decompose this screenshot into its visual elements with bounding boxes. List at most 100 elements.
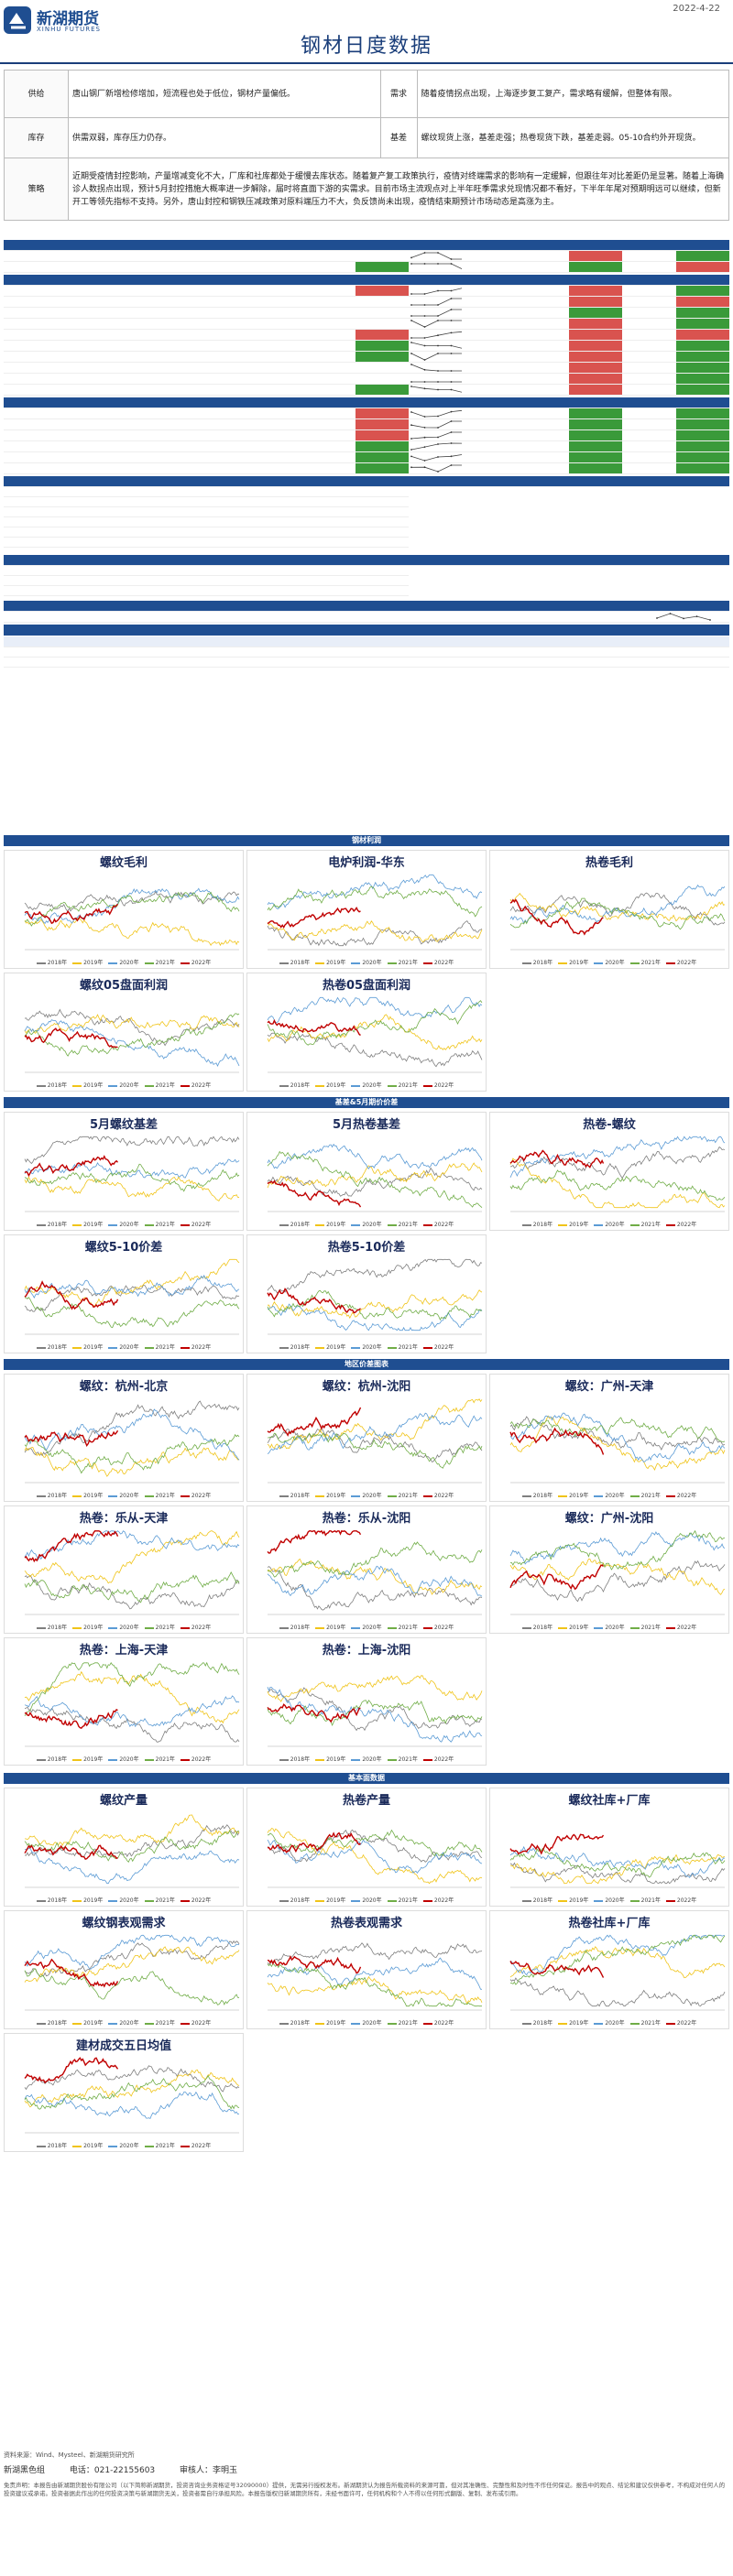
table-cell <box>194 307 248 319</box>
chart-legend: 2018年 2019年 2020年 2021年 2022年 <box>5 1896 243 1904</box>
supply-text: 唐山钢厂新增检修增加，短流程也处于低位，钢材产量偏低。 <box>68 70 381 118</box>
legend-item: 2022年 <box>180 1493 211 1499</box>
legend-item: 2021年 <box>387 1897 418 1904</box>
trend-cell <box>408 362 463 374</box>
legend-label: 2022年 <box>433 1756 454 1763</box>
legend-item: 2021年 <box>387 1756 418 1763</box>
series-line-2019 <box>509 892 726 922</box>
table-cell <box>88 657 180 668</box>
column-header <box>301 555 356 566</box>
table-cell <box>88 429 142 441</box>
legend-label: 2018年 <box>290 1222 311 1228</box>
column-header <box>462 275 516 286</box>
legend-label: 2018年 <box>47 1756 68 1763</box>
legend-label: 2020年 <box>119 1756 139 1763</box>
trend-cell <box>408 285 463 297</box>
table-cell <box>355 296 409 308</box>
table-cell <box>515 261 569 273</box>
legend-label: 2018年 <box>532 1222 553 1228</box>
table-cell <box>141 527 195 538</box>
chart-title: 5月热卷基差 <box>332 1118 401 1132</box>
table-row <box>4 261 729 273</box>
series-line-2020 <box>24 1019 240 1067</box>
legend-item: 2019年 <box>72 1897 103 1904</box>
legend-label: 2018年 <box>290 1625 311 1631</box>
legend-item: 2021年 <box>387 1625 418 1631</box>
series-line-2019 <box>24 1814 240 1846</box>
table-cell <box>638 647 729 658</box>
chart-c4: 螺纹05盘面利润 2018年 2019年 2020年 2021年 2022年 <box>4 973 244 1092</box>
table-cell <box>247 506 302 517</box>
column-header <box>568 240 623 251</box>
legend-label: 2021年 <box>155 1756 175 1763</box>
table-cell <box>675 329 729 341</box>
table-cell <box>462 440 516 452</box>
table-cell <box>622 418 676 430</box>
chart-c21: 螺纹社库+厂库 2018年 2019年 2020年 2021年 2022年 <box>489 1788 729 1907</box>
series-line-2018 <box>24 1284 240 1312</box>
chart-title: 螺纹05盘面利润 <box>79 979 169 993</box>
table-cell <box>141 362 195 374</box>
table-cell <box>454 657 546 668</box>
basis-text: 螺纹现货上涨，基差走强；热卷现货下跌，基差走弱。05-10合约外开现货。 <box>416 117 729 158</box>
chart-title: 热卷05盘面利润 <box>322 979 411 993</box>
legend-item: 2019年 <box>315 1082 345 1089</box>
series-line-2018 <box>267 1032 483 1068</box>
table-cell <box>355 496 409 507</box>
trend-sparkline <box>410 386 463 393</box>
legend-label: 2021年 <box>398 1625 418 1631</box>
trend-sparkline <box>410 263 463 270</box>
table-row <box>4 451 729 463</box>
legend-item: 2020年 <box>351 2020 382 2027</box>
column-header <box>462 476 516 487</box>
chart-plot <box>509 884 726 951</box>
legend-item: 2018年 <box>36 960 67 966</box>
table-cell <box>568 462 623 474</box>
column-header <box>141 476 195 487</box>
legend-label: 2022年 <box>433 1082 454 1089</box>
series-line-2021 <box>509 1934 726 1985</box>
legend-item: 2018年 <box>36 2020 67 2027</box>
series-line-2022 <box>267 1288 361 1314</box>
legend-label: 2018年 <box>532 1493 553 1499</box>
column-header <box>622 397 676 408</box>
table-cell <box>462 418 516 430</box>
table-cell <box>301 440 356 452</box>
reviewer-label: 审核人： <box>180 2466 213 2475</box>
series-line-2020 <box>24 1274 240 1299</box>
series-line-2018 <box>509 892 726 926</box>
table-cell <box>675 340 729 352</box>
legend-item: 2018年 <box>279 1082 310 1089</box>
table-cell <box>180 647 271 658</box>
table-cell <box>355 340 409 352</box>
table-cell <box>454 647 546 658</box>
table-row <box>4 575 729 586</box>
column-header <box>546 636 638 647</box>
legend-item: 2020年 <box>108 2143 139 2149</box>
table-cell <box>301 261 356 273</box>
column-header <box>408 275 463 286</box>
series-line-2022 <box>267 1529 362 1554</box>
series-line-2022 <box>24 1429 119 1448</box>
column-header <box>675 240 729 251</box>
legend-item: 2020年 <box>351 1897 382 1904</box>
series-line-2019 <box>24 1446 240 1477</box>
legend-label: 2022年 <box>433 1344 454 1351</box>
legend-label: 2021年 <box>640 1493 661 1499</box>
series-line-2018 <box>24 1940 240 1977</box>
series-line-2022 <box>509 1564 605 1591</box>
column-header <box>88 636 180 647</box>
strategy-text: 近期受疫情封控影响，产量增减变化不大，厂库和社库都处于缓慢去库状态。随着复产复工… <box>68 158 729 221</box>
table-cell <box>363 611 454 623</box>
table-cell <box>454 611 546 623</box>
series-line-2022 <box>24 1155 119 1178</box>
series-line-2020 <box>24 1847 240 1885</box>
strategy-label: 策略 <box>4 158 69 221</box>
column-header <box>88 240 142 251</box>
trend-cell <box>408 329 463 341</box>
table-cell <box>88 362 142 374</box>
legend-item: 2022年 <box>422 1222 454 1228</box>
report-date: 2022-4-22 <box>673 4 720 14</box>
column-header <box>355 555 409 566</box>
legend-item: 2019年 <box>315 1897 345 1904</box>
